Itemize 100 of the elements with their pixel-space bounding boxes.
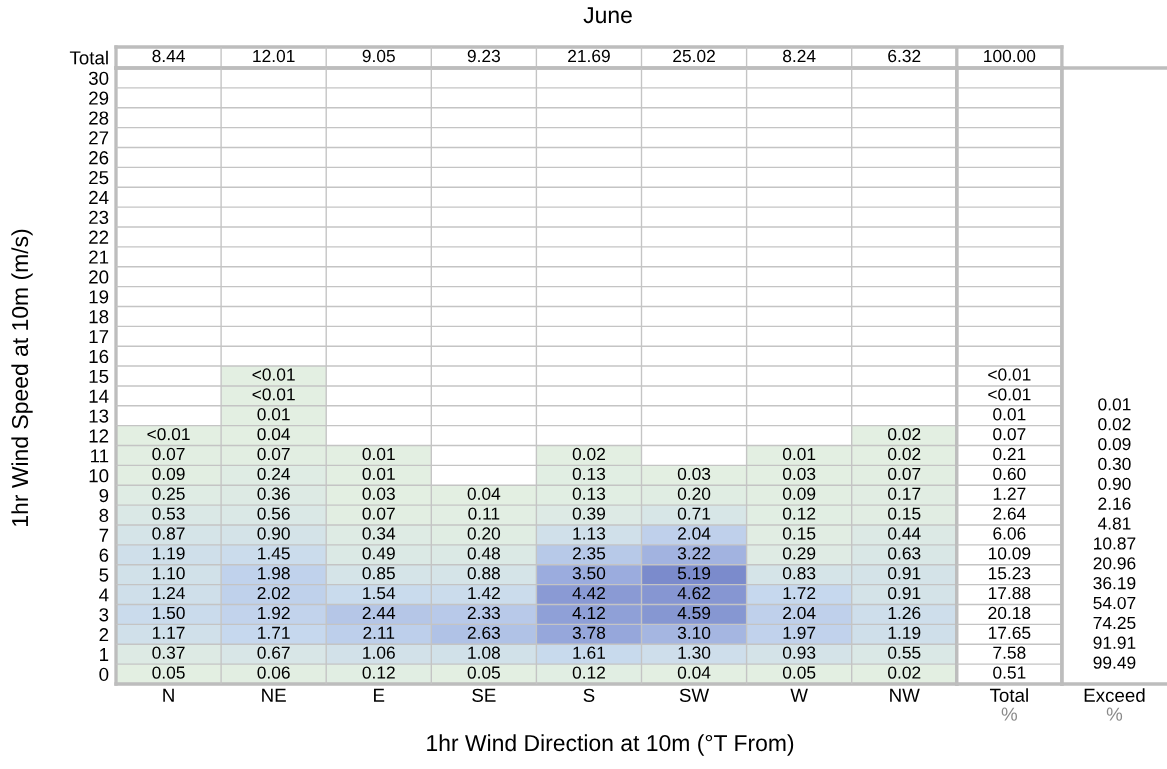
data-label: 0.03	[782, 467, 816, 481]
data-label: 0.88	[467, 567, 500, 580]
data-label: 0.07	[888, 467, 921, 481]
text: 2.16	[1098, 497, 1131, 510]
data-label: 0.04	[257, 427, 291, 441]
y-tick-label: 17	[89, 330, 109, 344]
data-label: 1.17	[152, 626, 185, 639]
data-label: 15.23	[988, 567, 1031, 580]
data-label: 1.42	[468, 586, 500, 600]
data-label: 1.71	[258, 626, 290, 639]
data-label: 1.27	[993, 487, 1026, 500]
x-tick-label: S	[583, 688, 595, 702]
data-label: 0.37	[152, 646, 185, 659]
data-label: 3.10	[677, 626, 711, 639]
y-tick-label: 21	[89, 250, 109, 264]
y-tick-label: 15	[89, 369, 109, 383]
data-label: 0.15	[782, 527, 816, 540]
y-tick-label: 19	[89, 290, 109, 304]
x-tick-label: W	[790, 688, 808, 702]
chart-title: June	[583, 7, 632, 24]
y-tick-label: 28	[89, 111, 109, 125]
data-label: 0.91	[888, 586, 921, 600]
data-label: 4.12	[572, 606, 605, 619]
data-label: 0.04	[677, 666, 711, 679]
data-label: 0.56	[257, 507, 290, 520]
text: 54.07	[1093, 596, 1136, 610]
y-tick-label: 12	[89, 429, 109, 443]
data-label: 0.29	[782, 547, 816, 560]
data-label: 0.06	[257, 666, 290, 679]
data-label: 4.59	[677, 606, 711, 620]
data-label: 0.07	[993, 427, 1026, 441]
data-label: 0.51	[993, 666, 1026, 679]
data-label: 6.32	[888, 49, 921, 63]
data-label: 0.63	[888, 547, 921, 560]
data-label: 0.17	[888, 487, 921, 500]
data-label: 0.05	[152, 666, 185, 679]
data-label: 0.12	[572, 666, 605, 679]
y-tick-label: 13	[89, 409, 109, 423]
data-label: 0.53	[152, 507, 185, 520]
y-tick-label: 30	[88, 71, 109, 85]
y-tick-label: 25	[89, 170, 109, 185]
data-label: 0.34	[362, 527, 396, 540]
data-label: 0.20	[677, 487, 711, 500]
y-tick-label: 2	[99, 628, 109, 642]
data-label: 0.49	[362, 547, 395, 560]
data-label: 1.45	[258, 547, 290, 560]
data-label: 0.44	[888, 527, 921, 540]
x-tick-label: SE	[472, 688, 496, 702]
data-label: 8.24	[783, 49, 816, 63]
text: 99.49	[1093, 656, 1136, 669]
data-label: 0.60	[993, 467, 1026, 481]
x-axis-title: 1hr Wind Direction at 10m (°T From)	[427, 734, 794, 756]
data-label: 0.21	[993, 447, 1026, 461]
data-label: 0.93	[782, 646, 816, 659]
data-label: 1.97	[783, 626, 816, 639]
text: <0.01	[988, 368, 1031, 381]
data-label: 7.58	[993, 646, 1026, 659]
data-label: 5.19	[677, 567, 711, 580]
data-label: 0.01	[782, 447, 816, 461]
text: 0.09	[1098, 437, 1131, 451]
y-tick-label: 18	[89, 310, 109, 324]
data-label: 0.02	[572, 447, 605, 461]
y-tick-label: 22	[89, 230, 109, 244]
data-label: 1.92	[258, 606, 290, 620]
data-label: 4.42	[572, 586, 605, 600]
y-tick-label: 27	[89, 131, 109, 145]
data-label: 0.02	[888, 666, 921, 679]
y-tick-label: 4	[99, 588, 109, 602]
data-label: 3.78	[572, 626, 606, 639]
data-label: 2.64	[993, 507, 1026, 520]
text: 0.30	[1098, 457, 1131, 471]
data-label: 0.91	[888, 567, 921, 580]
y-tick-label: 7	[99, 528, 109, 542]
data-label: 100.00	[984, 49, 1036, 63]
data-label: 10.09	[988, 547, 1031, 560]
y-tick-label: 0	[99, 667, 109, 682]
x-axis-title: %	[1001, 707, 1018, 721]
data-label: 1.54	[363, 587, 396, 600]
text: 0.02	[1098, 418, 1131, 431]
data-label: 0.02	[888, 427, 921, 441]
data-label: 2.04	[678, 527, 711, 540]
data-label: 0.12	[782, 507, 816, 520]
category-label: Exceed	[1084, 688, 1145, 702]
data-label: 2.33	[467, 606, 500, 620]
data-label: 20.18	[988, 606, 1031, 620]
data-label: 1.26	[888, 606, 921, 620]
data-label: 1.06	[363, 646, 395, 659]
x-tick-label: SW	[679, 688, 710, 702]
text: <0.01	[147, 427, 190, 441]
data-label: 1.08	[468, 646, 500, 659]
data-label: 0.39	[572, 507, 606, 520]
data-label: 9.05	[362, 49, 395, 63]
y-tick-label: 3	[99, 608, 109, 622]
data-label: 1.19	[152, 547, 185, 560]
data-label: 2.35	[572, 547, 606, 560]
data-label: 1.19	[888, 626, 921, 639]
data-label: 1.13	[573, 527, 606, 540]
data-label: 2.02	[257, 586, 290, 600]
text: 91.91	[1093, 636, 1136, 649]
data-label: 0.15	[888, 507, 921, 520]
